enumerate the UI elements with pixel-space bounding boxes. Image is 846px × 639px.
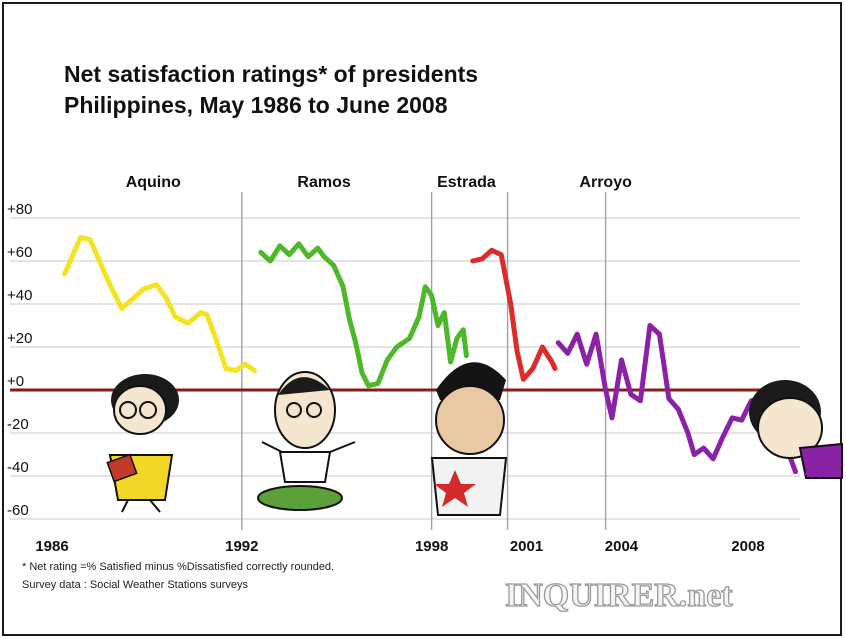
y-tick-label: -40 — [7, 459, 29, 476]
y-tick-label: +0 — [7, 373, 24, 390]
y-tick-label: -20 — [7, 416, 29, 433]
x-tick-label: 1998 — [415, 538, 448, 555]
source-note: Survey data : Social Weather Stations su… — [22, 579, 249, 591]
estrada-caricature — [432, 362, 506, 515]
president-label: Arroyo — [579, 174, 632, 191]
x-tick-label: 1992 — [225, 538, 258, 555]
president-label: Estrada — [437, 174, 496, 191]
chart-title-line-1: Net satisfaction ratings* of presidents — [64, 61, 478, 87]
x-tick-label: 2001 — [510, 538, 543, 555]
end-labels: -38 — [803, 465, 825, 482]
x-tick-label: 2008 — [731, 538, 764, 555]
y-tick-label: +40 — [7, 287, 32, 304]
president-label: Aquino — [126, 174, 181, 191]
chart-title-line-2: Philippines, May 1986 to June 2008 — [64, 92, 448, 118]
footnote: * Net rating =% Satisfied minus %Dissati… — [22, 561, 334, 573]
end-value-label: -38 — [803, 465, 825, 482]
president-label: Ramos — [297, 174, 350, 191]
y-tick-label: +80 — [7, 201, 32, 218]
x-tick-label: 1986 — [35, 538, 68, 555]
y-tick-label: -60 — [7, 502, 29, 519]
inquirer-logo: INQUIRER.net — [505, 577, 733, 614]
x-tick-label: 2004 — [605, 538, 639, 555]
y-tick-label: +60 — [7, 244, 32, 261]
y-tick-label: +20 — [7, 330, 32, 347]
